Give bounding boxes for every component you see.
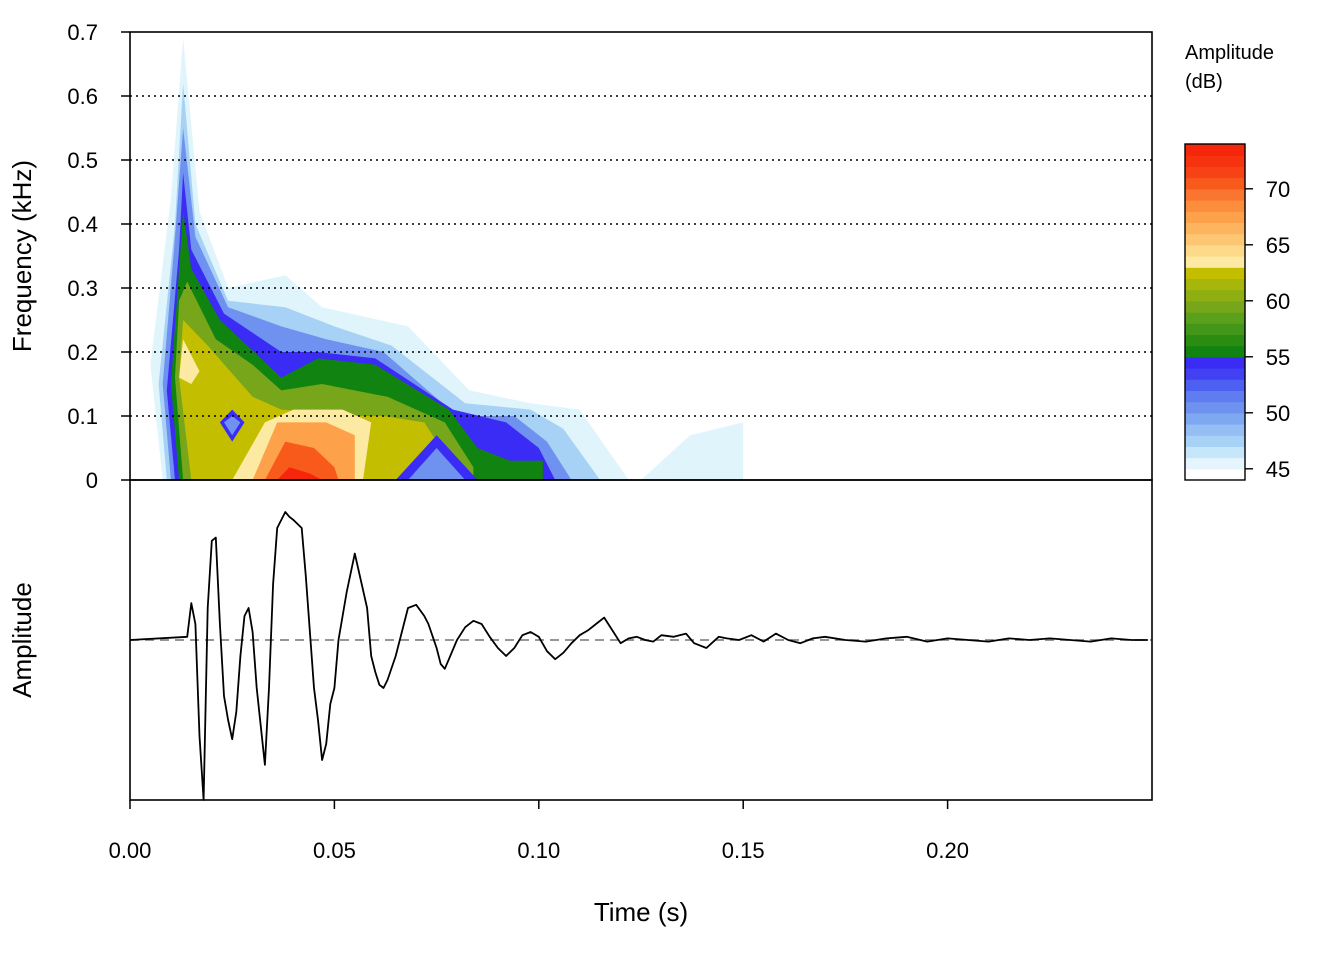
colorbar-frame xyxy=(1184,143,1246,481)
contour-level-70-10 xyxy=(264,441,339,480)
contour-level-61-6 xyxy=(179,320,462,480)
colorbar-band xyxy=(1185,435,1245,447)
waveform-line xyxy=(129,511,1148,801)
colorbar-band xyxy=(1185,244,1245,257)
x-tick-label: 0.20 xyxy=(926,838,969,863)
colorbar-band xyxy=(1185,300,1245,313)
colorbar: Amplitude (dB) 45 50 55 60 65 70 xyxy=(1184,42,1290,482)
colorbar-band xyxy=(1185,222,1245,235)
colorbar-band xyxy=(1185,200,1245,212)
y-tick-label: 0.7 xyxy=(67,20,98,45)
colorbar-band xyxy=(1185,233,1245,246)
colorbar-band xyxy=(1185,177,1245,190)
colorbar-band xyxy=(1185,334,1245,347)
colorbar-band xyxy=(1185,289,1245,302)
colorbar-band xyxy=(1185,312,1245,324)
colorbar-band xyxy=(1185,424,1245,436)
colorbar-band xyxy=(1185,468,1245,481)
colorbar-band xyxy=(1185,256,1245,268)
y-tick-label: 0.5 xyxy=(67,148,98,173)
contour-level-49-15 xyxy=(408,448,466,480)
x-tick-label: 0.10 xyxy=(517,838,560,863)
y-tick-label: 0 xyxy=(86,468,98,493)
y-axis-label-amplitude: Amplitude xyxy=(7,582,37,698)
colorbar-tick-label: 70 xyxy=(1266,177,1290,202)
y-tick-label: 0.4 xyxy=(67,212,98,237)
colorbar-band xyxy=(1185,188,1245,201)
contour-level-73-11 xyxy=(277,467,323,480)
contour-level-64-7 xyxy=(179,339,200,384)
colorbar-band xyxy=(1185,379,1245,391)
colorbar-band xyxy=(1185,356,1245,369)
colorbar-band xyxy=(1185,446,1245,459)
colorbar-band xyxy=(1185,323,1245,335)
oscillogram-frame xyxy=(129,479,1153,801)
x-tick-label: 0.05 xyxy=(313,838,356,863)
colorbar-tick-label: 45 xyxy=(1266,457,1290,482)
colorbar-band xyxy=(1185,457,1245,470)
colorbar-band xyxy=(1185,390,1245,403)
y-tick-label: 0.1 xyxy=(67,404,98,429)
x-tick-label: 0.00 xyxy=(109,838,152,863)
colorbar-band xyxy=(1185,368,1245,380)
colorbar-tick-label: 55 xyxy=(1266,345,1290,370)
colorbar-band xyxy=(1185,166,1245,179)
colorbar-band xyxy=(1185,412,1245,425)
colorbar-title-line-1: Amplitude xyxy=(1185,42,1274,64)
colorbar-band xyxy=(1185,211,1245,223)
colorbar-tick-label: 60 xyxy=(1266,289,1290,314)
y-tick-label: 0.3 xyxy=(67,276,98,301)
spectrogram-plot: 0 0.1 0.2 0.3 0.4 0.5 0.6 0.7 xyxy=(67,20,1153,493)
colorbar-band xyxy=(1185,155,1245,167)
x-axis-label: Time (s) xyxy=(594,897,688,927)
oscillogram-plot: 0.00 0.05 0.10 0.15 0.20 xyxy=(109,479,1153,863)
contour-level-49-13 xyxy=(224,416,241,436)
colorbar-band xyxy=(1185,278,1245,291)
y-tick-label: 0.2 xyxy=(67,340,98,365)
colorbar-tick-label: 65 xyxy=(1266,233,1290,258)
colorbar-title-line-2: (dB) xyxy=(1185,71,1223,93)
colorbar-band xyxy=(1185,144,1245,156)
y-axis-label-frequency: Frequency (kHz) xyxy=(7,160,37,352)
colorbar-band xyxy=(1185,401,1245,414)
x-tick-label: 0.15 xyxy=(722,838,765,863)
y-tick-label: 0.6 xyxy=(67,84,98,109)
colorbar-band xyxy=(1185,345,1245,358)
colorbar-tick-label: 50 xyxy=(1266,401,1290,426)
colorbar-band xyxy=(1185,267,1245,279)
